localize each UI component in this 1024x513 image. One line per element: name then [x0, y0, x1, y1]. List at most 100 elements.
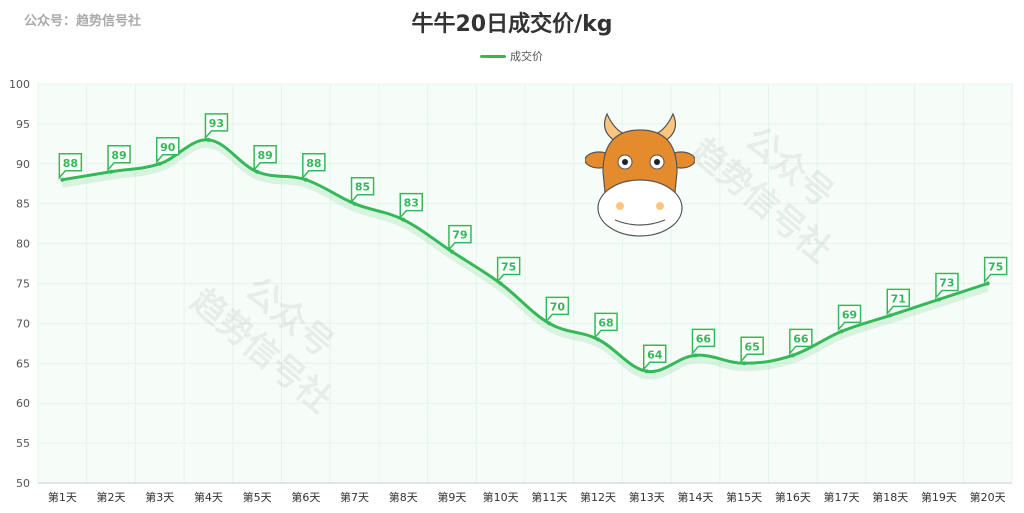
data-point [547, 321, 552, 326]
y-tick-label: 95 [16, 118, 30, 131]
data-label: 64 [647, 348, 663, 361]
data-label: 66 [793, 332, 809, 345]
data-label: 90 [160, 141, 176, 154]
data-label-box [740, 336, 764, 364]
x-tick-label: 第2天 [97, 490, 126, 504]
data-point [888, 313, 893, 318]
y-tick-label: 90 [16, 158, 30, 171]
data-label: 83 [404, 197, 419, 210]
data-point [60, 177, 65, 182]
y-tick-label: 50 [16, 477, 30, 490]
x-tick-label: 第16天 [775, 490, 811, 504]
data-point [109, 169, 114, 174]
data-label-box [691, 328, 716, 356]
data-point [206, 137, 211, 142]
data-point [644, 369, 649, 374]
data-label: 65 [744, 340, 759, 353]
data-label: 75 [988, 261, 1003, 274]
y-tick-label: 75 [16, 278, 30, 291]
chart-title: 牛牛20日成交价/kg [411, 12, 613, 37]
x-tick-label: 第5天 [243, 490, 272, 504]
data-point [157, 161, 162, 166]
data-label-box [935, 272, 959, 300]
y-tick-label: 85 [16, 198, 30, 211]
x-tick-label: 第8天 [389, 490, 418, 504]
x-tick-label: 第15天 [726, 490, 762, 504]
y-tick-label: 70 [16, 317, 30, 330]
x-tick-label: 第10天 [483, 490, 519, 504]
data-point [693, 353, 698, 358]
data-label: 88 [63, 157, 78, 170]
y-tick-label: 60 [16, 397, 30, 410]
x-tick-label: 第20天 [970, 490, 1006, 504]
x-tick-label: 第17天 [824, 490, 860, 504]
data-label-box [886, 288, 910, 316]
data-label-box [837, 304, 862, 332]
data-label-box [350, 176, 375, 204]
legend-swatch [480, 54, 506, 58]
y-tick-label: 65 [16, 357, 30, 370]
data-label: 68 [598, 316, 613, 329]
x-tick-label: 第4天 [194, 490, 223, 504]
x-tick-label: 第1天 [48, 490, 77, 504]
legend-item[interactable]: 成交价 [480, 48, 543, 64]
data-label: 71 [891, 292, 906, 305]
data-label-box [594, 312, 618, 340]
data-label-box [156, 137, 180, 164]
data-label-box [983, 256, 1008, 284]
data-label-box [643, 344, 667, 372]
data-label: 89 [257, 149, 272, 162]
data-point [985, 281, 990, 286]
data-label: 93 [209, 117, 224, 130]
data-label: 89 [111, 149, 126, 162]
data-label: 70 [550, 300, 566, 313]
data-label-box [789, 328, 813, 356]
cow-icon [585, 112, 695, 237]
x-tick-label: 第13天 [629, 490, 665, 504]
x-tick-label: 第9天 [437, 490, 466, 504]
data-label: 73 [939, 276, 954, 289]
x-tick-label: 第14天 [677, 490, 713, 504]
data-label: 69 [842, 308, 857, 321]
data-label-box [302, 153, 326, 180]
data-point [936, 297, 941, 302]
data-label: 85 [355, 181, 370, 194]
x-tick-label: 第18天 [872, 490, 908, 504]
y-tick-label: 100 [9, 78, 30, 91]
data-label-box [545, 296, 570, 324]
watermark-text: 公众号：趋势信号社 [24, 14, 142, 29]
series-line [62, 138, 989, 373]
data-point [401, 217, 406, 222]
data-label: 79 [452, 229, 467, 242]
legend-label: 成交价 [510, 50, 543, 63]
y-tick-label: 55 [16, 437, 30, 450]
data-point [352, 201, 357, 206]
data-point [742, 361, 747, 366]
data-label-box [399, 192, 423, 220]
x-tick-label: 第3天 [145, 490, 174, 504]
data-label: 66 [696, 332, 712, 345]
data-label-box [253, 145, 277, 172]
data-label-box [107, 145, 131, 172]
x-tick-label: 第11天 [531, 490, 567, 504]
data-point [255, 169, 260, 174]
data-point [596, 337, 601, 342]
data-point [303, 177, 308, 182]
data-point [498, 281, 503, 286]
line-shadow [61, 141, 989, 380]
data-label-box [448, 224, 472, 252]
x-tick-label: 第19天 [921, 490, 957, 504]
data-point [449, 249, 454, 254]
data-label-box [496, 256, 521, 284]
x-tick-label: 第7天 [340, 490, 369, 504]
data-label: 75 [501, 261, 516, 274]
data-label-box [58, 153, 83, 180]
data-label-box [204, 113, 229, 140]
x-tick-label: 第12天 [580, 490, 616, 504]
data-point [790, 353, 795, 358]
data-label: 88 [306, 157, 321, 170]
x-tick-label: 第6天 [291, 490, 320, 504]
data-point [839, 329, 844, 334]
y-tick-label: 80 [16, 238, 30, 251]
